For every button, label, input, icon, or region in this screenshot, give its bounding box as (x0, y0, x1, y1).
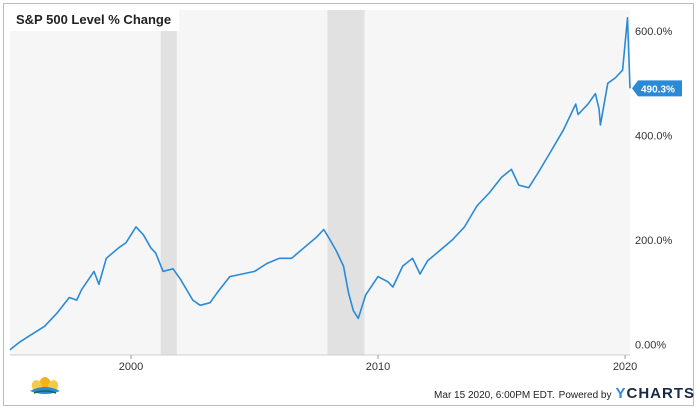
y-tick-label-3: 600.0% (635, 26, 673, 38)
series-layer (9, 17, 631, 351)
last-value-marker (632, 80, 682, 97)
chart-title: S&P 500 Level % Change (10, 10, 180, 31)
company-logo (30, 377, 60, 394)
y-tick-label-1: 200.0% (635, 235, 673, 247)
timestamp: Mar 15 2020, 6:00PM EDT. (434, 390, 555, 401)
x-tick-label-0: 2000 (119, 361, 143, 373)
recession-band-1 (327, 10, 365, 355)
ycharts-logo-y: Y (615, 385, 627, 402)
last-value-label: 490.3% (641, 84, 675, 95)
y-axis: 0.00% 200.0% 400.0% 600.0% (635, 26, 673, 352)
last-value-callout: 490.3% (632, 80, 682, 97)
ycharts-logo[interactable]: YCHARTS (615, 385, 695, 402)
x-axis: 2000 2010 2020 (10, 354, 637, 373)
x-tick-label-1: 2010 (366, 361, 390, 373)
recession-band-0 (160, 10, 177, 355)
series-line-0 (9, 17, 631, 351)
plot-area (10, 10, 630, 355)
y-tick-label-0: 0.00% (635, 340, 666, 352)
y-tick-label-2: 400.0% (635, 130, 673, 142)
chart-footer: Mar 15 2020, 6:00PM EDT. Powered by YCHA… (434, 385, 695, 402)
ycharts-logo-rest: CHARTS (626, 385, 695, 402)
x-tick-label-2: 2020 (613, 361, 637, 373)
powered-by-label: Powered by (558, 390, 612, 401)
